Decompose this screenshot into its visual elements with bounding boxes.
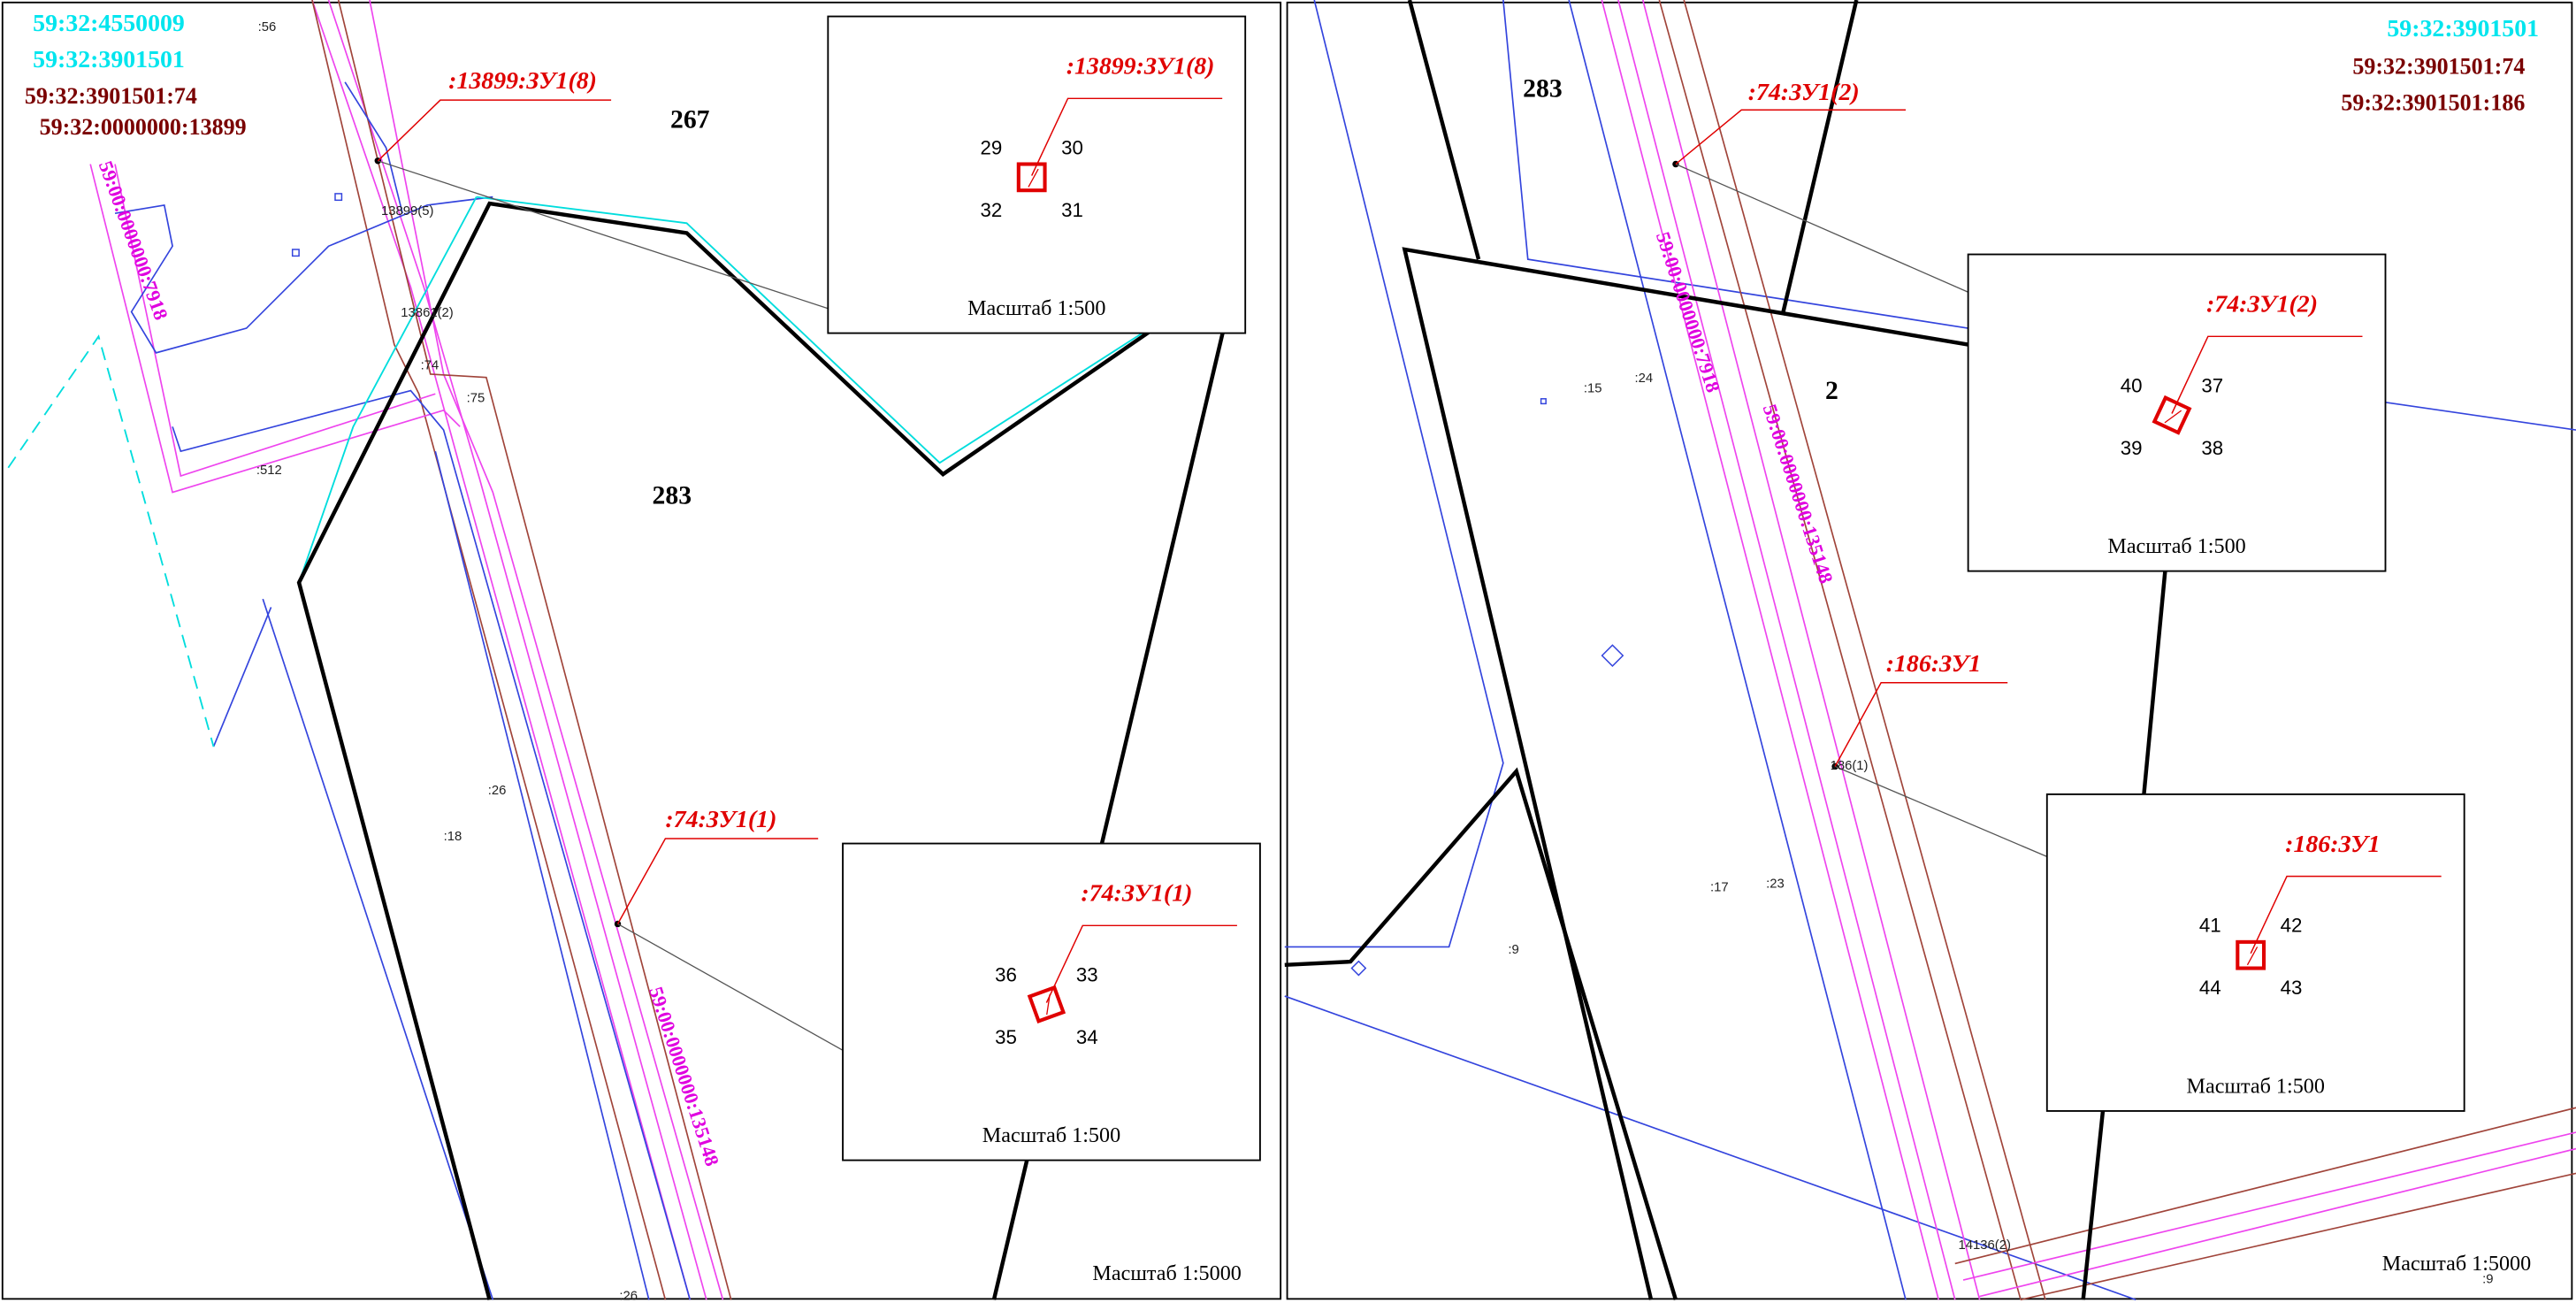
land-plot-label: :13899:ЗУ1(8) [448,67,597,95]
point-label: 14136(2) [1958,1238,2011,1253]
land-plot-label: :74:ЗУ1(2) [1748,79,1860,106]
map-scale: Масштаб 1:5000 [1092,1261,1241,1285]
parcel-number-label: 59:32:3901501:74 [2352,53,2525,79]
inset: :74:ЗУ1(2) 40 37 39 38 Масштаб 1:500 [1968,255,2386,571]
vertex-number: 29 [980,136,1002,158]
block-number: 283 [1523,74,1563,103]
inset-scale: Масштаб 1:500 [967,296,1105,320]
point-label: :75 [467,392,485,406]
parcel-number-label: 59:32:3901501:186 [2341,89,2525,115]
vertex-number: 39 [2121,437,2143,459]
vertex-number: 30 [1061,136,1083,158]
land-plot-label: :74:ЗУ1(2) [2206,290,2318,318]
inset-scale: Масштаб 1:500 [2107,534,2245,558]
land-plot-label: :74:ЗУ1(1) [665,806,776,833]
parcel-number-label: 59:32:3901501:74 [25,83,197,109]
land-plot-label: :186:ЗУ1 [2285,831,2380,858]
inset: :74:ЗУ1(1) 36 33 35 34 Масштаб 1:500 [843,844,1260,1161]
vertex-number: 34 [1076,1026,1098,1048]
land-plot-label: :13899:ЗУ1(8) [1066,52,1215,80]
inset: :13899:ЗУ1(8) 29 30 32 31 Масштаб 1:500 [828,17,1245,333]
inset-frame [843,844,1260,1161]
land-plot-label: :74:ЗУ1(1) [1081,880,1192,908]
vertex-number: 44 [2199,977,2221,999]
point-label: 13899(5) [381,204,434,218]
cadastral-block-label: 59:32:3901501 [33,46,185,73]
cadastral-block-label: 59:32:4550009 [33,10,185,37]
map-scale: Масштаб 1:5000 [2382,1252,2531,1276]
inset-frame [1968,255,2386,571]
inset-frame [2047,794,2465,1111]
block-number: 2 [1825,377,1838,405]
vertex-number: 32 [980,199,1002,221]
cadastral-block-label: 59:32:3901501 [2387,15,2539,42]
vertex-number: 33 [1076,963,1098,985]
inset-scale: Масштаб 1:500 [2187,1075,2325,1099]
vertex-number: 31 [1061,199,1083,221]
point-label: :26 [619,1289,638,1303]
point-label: :74 [421,358,440,372]
point-label: :24 [1634,372,1653,386]
vertex-number: 43 [2281,977,2303,999]
vertex-number: 41 [2199,915,2221,937]
parcel-number-label: 59:32:0000000:13899 [40,114,247,140]
point-label: :56 [258,20,277,34]
block-number: 283 [653,482,692,510]
block-number: 267 [670,106,710,134]
map-sheet: 59:32:4550009 59:32:3901501 59:32:3901501:… [0,0,2576,1303]
point-label: :15 [1584,381,1602,395]
inset: :186:ЗУ1 41 42 44 43 Масштаб 1:500 [2047,794,2465,1111]
point-label: :17 [1710,880,1729,894]
land-plot-label: :186:ЗУ1 [1886,650,1981,678]
inset-scale: Масштаб 1:500 [982,1123,1120,1147]
vertex-number: 42 [2281,915,2303,937]
point-label: 13861(2) [401,306,454,320]
vertex-number: 36 [995,963,1017,985]
vertex-number: 37 [2201,374,2223,396]
vertex-number: 40 [2121,374,2143,396]
point-label: :23 [1766,878,1785,892]
point-label: :26 [488,784,507,798]
point-label: :18 [444,830,462,844]
vertex-number: 35 [995,1026,1017,1048]
point-label: :9 [1508,943,1518,957]
page: 59:32:4550009 59:32:3901501 59:32:3901501:… [0,0,2576,1303]
vertex-number: 38 [2201,437,2223,459]
point-label: 186(1) [1831,759,1869,773]
point-label: :512 [256,464,282,478]
